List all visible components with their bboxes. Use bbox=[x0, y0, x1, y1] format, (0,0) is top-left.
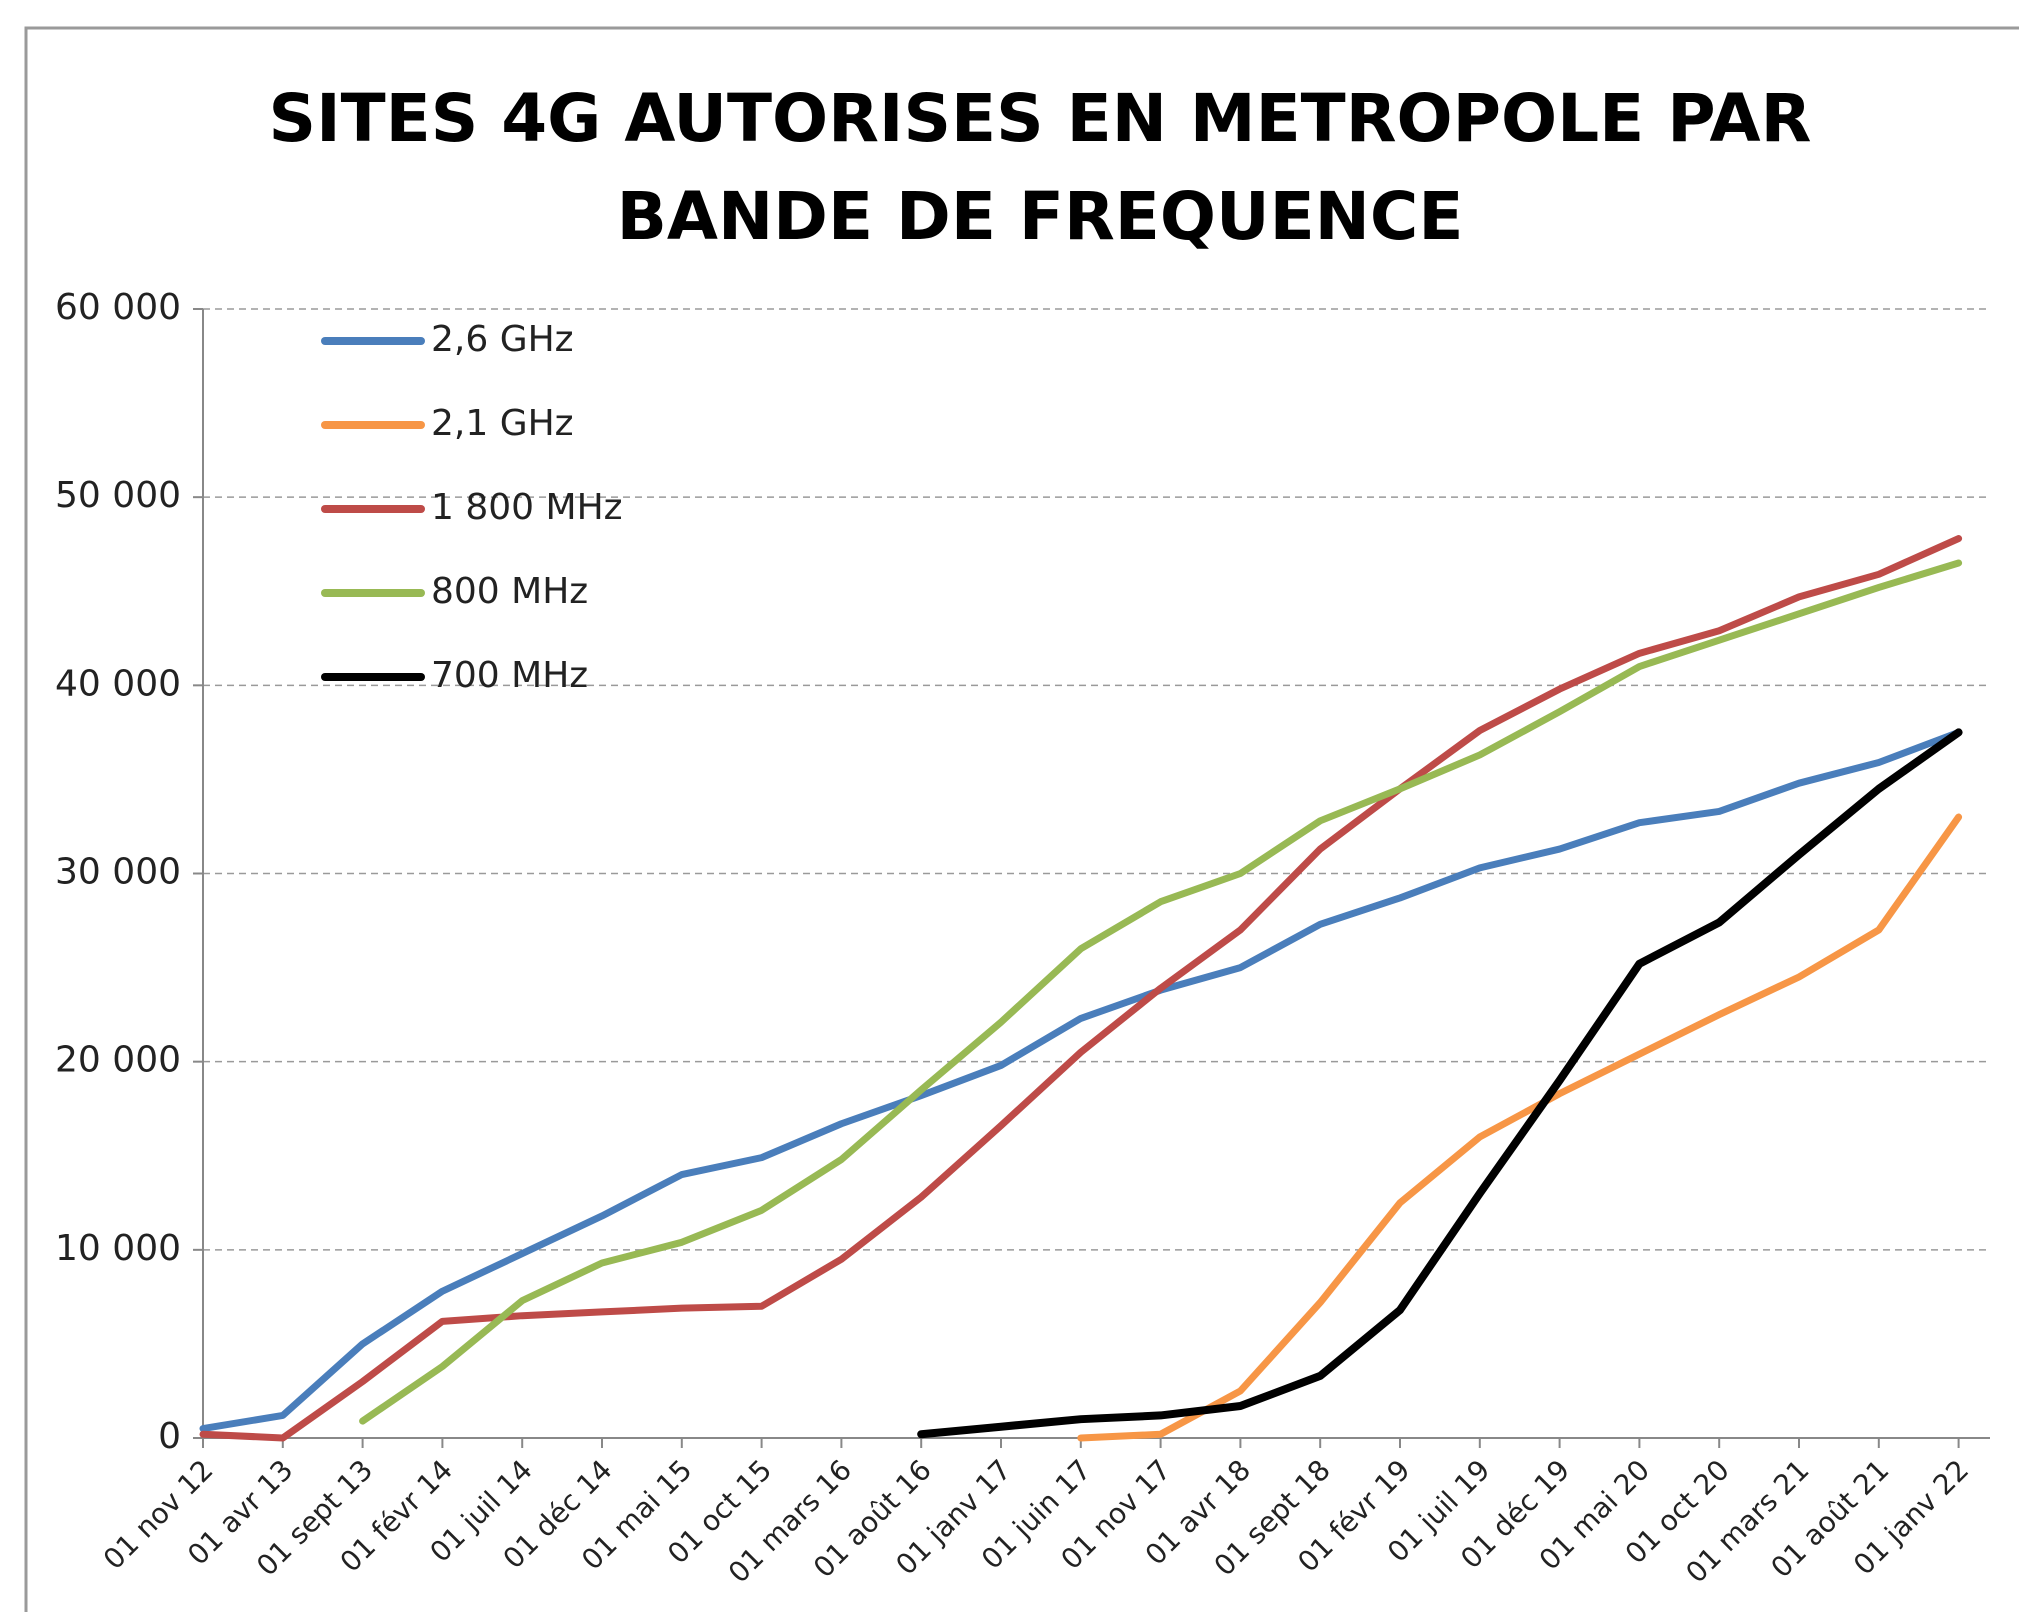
y-tick-label: 40 000 bbox=[55, 663, 181, 704]
legend-label: 1 800 MHz bbox=[431, 487, 623, 528]
y-tick-label: 50 000 bbox=[55, 475, 181, 516]
legend-label: 2,6 GHz bbox=[431, 319, 574, 360]
chart-title: SITES 4G AUTORISES EN METROPOLE PAR BAND… bbox=[268, 80, 1812, 255]
y-tick-label: 60 000 bbox=[55, 287, 181, 328]
y-tick-label: 20 000 bbox=[55, 1040, 181, 1081]
series-line bbox=[1077, 813, 1963, 1442]
legend-label: 700 MHz bbox=[431, 655, 588, 696]
legend-label: 800 MHz bbox=[431, 571, 588, 612]
chart-border bbox=[24, 26, 2019, 1612]
y-tick-label: 0 bbox=[158, 1416, 181, 1457]
series-line bbox=[199, 535, 1963, 1442]
series-line bbox=[359, 559, 1963, 1425]
y-tick-label: 10 000 bbox=[55, 1228, 181, 1269]
series-line bbox=[917, 728, 1963, 1439]
y-tick-label: 30 000 bbox=[55, 852, 181, 893]
series-line bbox=[199, 728, 1963, 1433]
legend-label: 2,1 GHz bbox=[431, 403, 574, 444]
